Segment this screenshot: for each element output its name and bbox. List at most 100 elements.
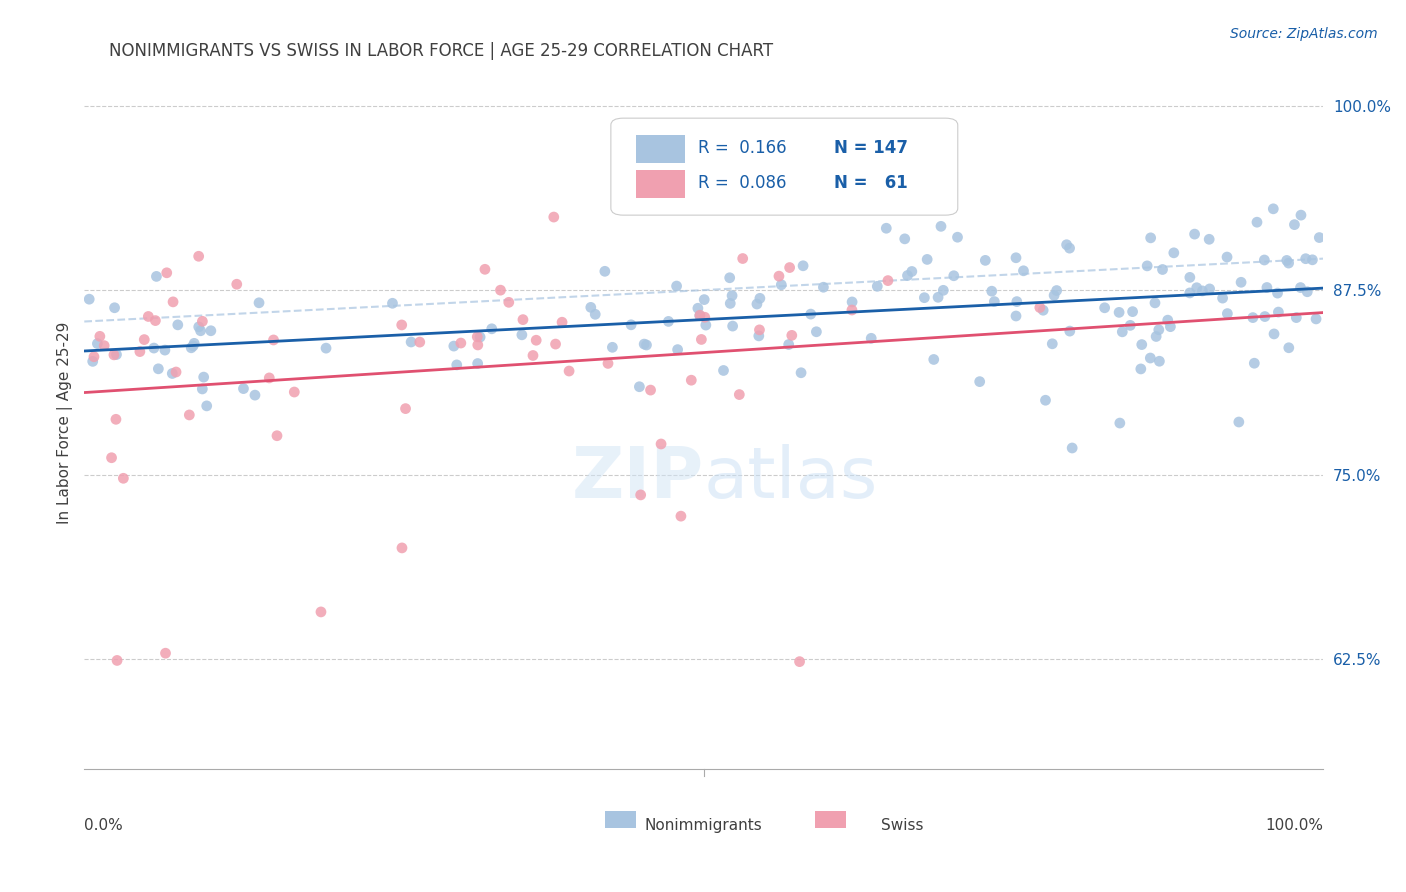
Point (770, 277, 793, 292)
Point (187, 319, 209, 334)
Point (681, 373, 703, 387)
Point (1059, 324, 1081, 338)
Point (148, 361, 170, 376)
Point (596, 356, 619, 370)
Point (1185, 281, 1208, 295)
Point (721, 319, 744, 334)
Text: R =  0.086: R = 0.086 (697, 174, 786, 192)
Point (633, 337, 655, 351)
Point (1163, 245, 1185, 260)
Point (193, 370, 215, 384)
Point (1043, 288, 1066, 302)
Point (156, 266, 179, 280)
Point (689, 309, 711, 323)
Point (792, 259, 814, 273)
Point (1178, 285, 1201, 300)
Point (105, 653, 128, 667)
Point (768, 269, 790, 284)
Point (813, 280, 835, 294)
Point (1246, 215, 1268, 229)
Point (381, 296, 404, 310)
Point (602, 340, 624, 354)
Point (315, 341, 337, 355)
Point (1191, 284, 1213, 298)
Point (1111, 325, 1133, 339)
Point (896, 268, 918, 283)
Point (183, 336, 205, 351)
Point (190, 324, 212, 338)
Point (640, 383, 662, 397)
Point (1178, 270, 1201, 285)
Point (901, 264, 924, 278)
Point (690, 333, 713, 347)
Point (693, 293, 716, 307)
Point (551, 315, 574, 329)
Point (1035, 393, 1057, 408)
Point (391, 318, 413, 332)
Text: R =  0.166: R = 0.166 (697, 139, 786, 157)
Point (1216, 307, 1239, 321)
Point (1301, 252, 1323, 267)
Point (748, 329, 770, 343)
Point (748, 291, 770, 305)
Point (893, 232, 915, 246)
Point (247, 295, 270, 310)
Point (83, 350, 105, 364)
Point (1289, 208, 1312, 222)
Point (266, 428, 288, 442)
Text: Nonimmigrants: Nonimmigrants (645, 818, 762, 833)
Point (522, 349, 544, 363)
Point (713, 363, 735, 377)
Point (1032, 303, 1054, 318)
Point (191, 314, 214, 328)
Point (77, 292, 100, 306)
Point (1253, 252, 1275, 267)
Point (1147, 323, 1170, 337)
Point (1212, 291, 1234, 305)
Point (1139, 351, 1161, 365)
Point (162, 367, 184, 381)
Point (1308, 230, 1330, 244)
Point (790, 366, 813, 380)
Point (468, 330, 491, 344)
Point (841, 303, 863, 318)
Point (112, 471, 135, 485)
Point (860, 331, 883, 345)
Point (789, 655, 811, 669)
Point (145, 269, 167, 284)
Text: Source: ZipAtlas.com: Source: ZipAtlas.com (1230, 27, 1378, 41)
Point (686, 301, 709, 316)
Point (666, 343, 689, 357)
Point (779, 260, 801, 275)
Text: 100.0%: 100.0% (1265, 818, 1323, 833)
Point (446, 358, 468, 372)
Point (166, 318, 188, 332)
Point (693, 310, 716, 325)
Point (128, 344, 150, 359)
Point (1285, 310, 1308, 325)
Point (778, 337, 800, 351)
Point (195, 399, 218, 413)
Point (731, 252, 754, 266)
Point (145, 313, 167, 327)
Point (100, 450, 122, 465)
Point (579, 301, 602, 315)
Point (841, 294, 863, 309)
Point (409, 335, 432, 350)
Point (1119, 318, 1142, 333)
Text: Swiss: Swiss (880, 818, 924, 833)
Point (1267, 286, 1289, 301)
Point (932, 283, 955, 297)
Point (780, 328, 803, 343)
Point (391, 541, 413, 555)
Point (263, 333, 285, 347)
Point (806, 325, 828, 339)
Point (399, 334, 422, 349)
Point (243, 388, 266, 402)
Point (283, 384, 305, 399)
Point (155, 646, 177, 660)
Point (138, 310, 160, 324)
Point (1243, 356, 1265, 370)
Point (558, 364, 581, 378)
Point (450, 336, 472, 351)
